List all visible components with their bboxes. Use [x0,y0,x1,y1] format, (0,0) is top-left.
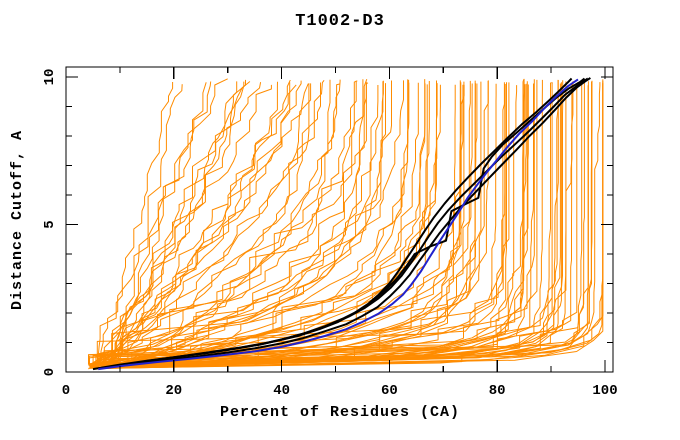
curve-orange-model [96,80,404,365]
curve-orange-model [100,79,368,370]
curve-orange-model [89,81,552,367]
curve-orange-model [93,83,438,366]
curve-orange-model [101,82,507,367]
y-tick-label: 0 [42,368,58,376]
curve-orange-model [89,80,489,369]
x-axis-title: Percent of Residues (CA) [219,404,461,421]
curve-orange-model [104,84,506,367]
curve-orange-model [89,80,384,369]
curve-orange-model [94,81,574,369]
curve-orange-model [111,82,369,367]
curve-orange-model [91,84,441,367]
curve-orange-model [107,83,497,365]
curve-orange-model [88,79,410,365]
curve-orange-model [103,82,553,367]
curve-orange-model [89,85,379,366]
x-tick-label: 0 [62,383,70,399]
curve-orange-model [107,79,426,369]
curve-orange-model [93,80,559,369]
curve-orange-model [102,79,291,367]
curve-orange-model [92,79,559,366]
y-tick-label: 5 [42,220,58,228]
curve-highlight-model-blue [98,78,579,371]
curve-orange-model [107,82,207,368]
x-tick-label: 20 [165,383,182,399]
curve-orange-model [93,82,505,369]
curves-layer [88,77,604,371]
curve-orange-model [96,83,310,365]
curve-orange-model [99,85,589,365]
curve-orange-model [103,81,489,365]
curve-orange-model [108,79,525,369]
chart-title: T1002-D3 [295,12,385,31]
curve-orange-model [88,80,358,369]
curve-orange-model [88,78,228,366]
curve-orange-model [102,82,419,364]
curve-orange-model [98,83,426,366]
curve-orange-model [90,82,601,367]
x-tick-label: 40 [273,383,290,399]
curve-orange-model [100,81,430,366]
curve-orange-model [103,79,246,367]
curve-orange-model [98,83,386,367]
curve-orange-model [92,79,538,366]
curve-orange-model [93,83,604,369]
curve-orange-model [88,81,465,365]
curve-orange-model [93,80,471,370]
curve-orange-model [89,84,428,368]
curve-orange-model [95,83,473,366]
curve-orange-model [91,83,309,367]
curve-orange-model [100,83,561,366]
curve-selected-model-black-4 [98,77,591,370]
curve-orange-model [104,81,251,365]
curve-orange-model [97,82,174,367]
curve-orange-model [108,79,535,365]
curve-orange-model [94,83,312,366]
curve-orange-model [107,83,534,366]
curve-orange-model [107,80,564,369]
curve-orange-model [94,82,291,369]
x-tick-label: 80 [489,383,506,399]
plot-frame [65,66,614,373]
curve-orange-model [109,79,543,365]
x-tick-label: 100 [592,383,617,399]
y-tick-label: 10 [42,69,58,86]
curve-orange-model [89,83,478,365]
x-tick-label: 60 [381,383,398,399]
curve-orange-model [105,80,357,365]
curve-orange-model [91,84,272,367]
curve-orange-model [91,82,262,365]
curve-orange-model [97,79,341,365]
curve-orange-model [88,80,325,370]
curve-orange-model [96,82,510,369]
curve-orange-model [88,82,321,366]
curve-orange-model [97,80,302,366]
curve-orange-model [102,80,593,369]
curve-orange-model [110,81,278,369]
curve-orange-model [105,83,340,365]
curve-orange-model [92,84,464,367]
curve-orange-model [99,81,367,365]
curve-selected-model-black-3 [103,77,589,369]
curve-orange-model [99,82,585,369]
curve-orange-model [108,79,409,367]
